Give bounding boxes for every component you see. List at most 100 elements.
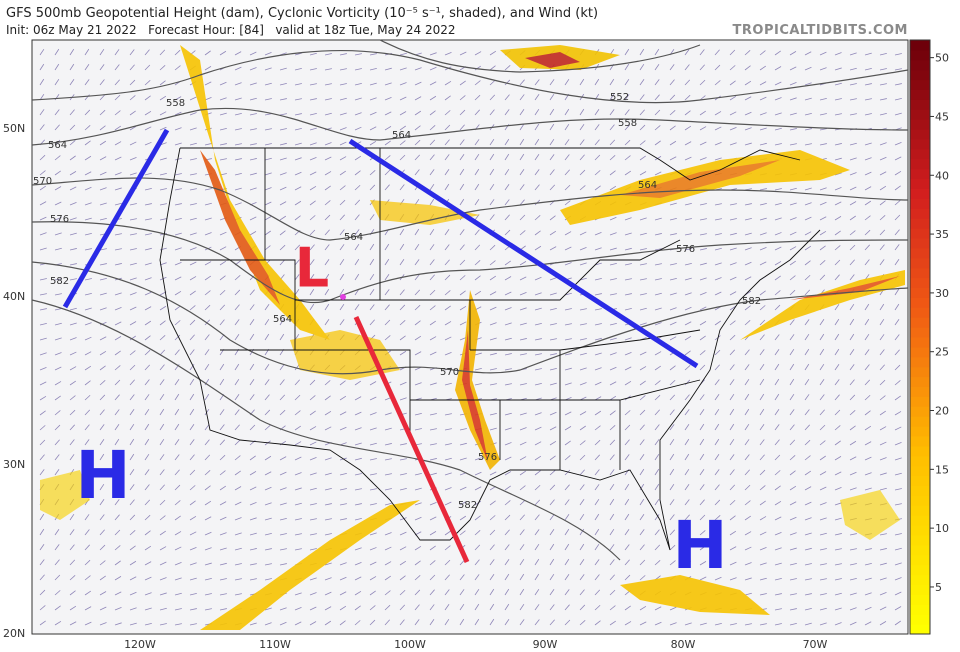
- wind-barb: [129, 453, 135, 461]
- wind-barb: [834, 394, 840, 401]
- wind-barb: [84, 453, 90, 461]
- wind-barb: [609, 469, 615, 476]
- wind-barb: [684, 350, 691, 356]
- wind-barb: [279, 67, 287, 71]
- wind-barb: [174, 592, 182, 596]
- wind-barb: [414, 320, 421, 326]
- wind-barb: [624, 293, 632, 296]
- wind-barb: [114, 379, 121, 386]
- wind-barb: [174, 188, 182, 191]
- wind-barb: [249, 289, 255, 296]
- wind-barb: [744, 393, 750, 401]
- wind-barb: [564, 469, 571, 476]
- wind-barb: [654, 307, 662, 311]
- wind-barb: [429, 81, 437, 86]
- wind-barb: [399, 82, 407, 86]
- wind-barb: [174, 218, 182, 221]
- wind-barb: [129, 560, 137, 566]
- wind-barb: [219, 319, 225, 326]
- lat-label: 40N: [3, 290, 25, 303]
- wind-barb: [879, 112, 887, 116]
- wind-barb: [759, 305, 766, 311]
- wind-barb: [759, 261, 767, 266]
- wind-barb: [864, 577, 872, 581]
- wind-barb: [864, 621, 872, 626]
- wind-barb: [474, 290, 482, 296]
- wind-barb: [774, 50, 781, 56]
- wind-barb: [579, 454, 586, 461]
- contour-label: 576: [50, 214, 69, 225]
- wind-barb: [84, 439, 90, 446]
- wind-barb: [84, 63, 90, 71]
- wind-barb: [579, 277, 587, 281]
- wind-barb: [819, 113, 827, 116]
- wind-barb: [129, 233, 137, 236]
- wind-barb: [219, 608, 227, 611]
- wind-barb: [339, 562, 347, 566]
- wind-barb: [279, 394, 286, 401]
- wind-barb: [354, 396, 362, 401]
- wind-barb: [819, 394, 825, 401]
- wind-barb: [624, 109, 630, 116]
- wind-barb: [804, 216, 812, 221]
- ridge-axis: [62, 128, 170, 309]
- wind-barb: [204, 96, 212, 101]
- wind-barb: [354, 488, 362, 491]
- colorbar-tick-label: 35: [935, 228, 949, 241]
- wind-barb: [309, 303, 315, 311]
- wind-barb: [564, 499, 570, 506]
- wind-barb: [894, 533, 902, 536]
- wind-barb: [429, 560, 436, 566]
- wind-barb: [204, 261, 212, 266]
- wind-barb: [39, 216, 47, 221]
- wind-barb: [309, 426, 317, 431]
- wind-barb: [99, 79, 105, 86]
- wind-barb: [414, 545, 422, 551]
- wind-barb: [144, 320, 152, 326]
- wind-barb: [609, 513, 615, 521]
- wind-barb: [39, 170, 46, 176]
- wind-barb: [159, 623, 167, 626]
- wind-barb: [369, 319, 375, 326]
- wind-barb: [774, 202, 782, 206]
- wind-barb: [894, 98, 902, 101]
- wind-barb: [489, 322, 497, 326]
- wind-barb: [129, 172, 137, 176]
- wind-barb: [804, 439, 811, 446]
- wind-barb: [444, 51, 452, 56]
- wind-barb: [354, 53, 362, 56]
- wind-barb: [99, 394, 106, 401]
- wind-barb: [789, 97, 797, 101]
- wind-barb: [609, 544, 615, 551]
- wind-barb: [339, 97, 347, 101]
- wind-barb: [159, 423, 165, 431]
- wind-barb: [339, 273, 345, 281]
- wind-barb: [684, 277, 692, 281]
- wind-barb: [279, 98, 287, 101]
- wind-barb: [84, 621, 92, 626]
- wind-barb: [684, 125, 692, 131]
- wind-barb: [579, 499, 585, 506]
- wind-barb: [489, 79, 496, 86]
- wind-barb: [654, 48, 660, 56]
- wind-barb: [129, 79, 136, 86]
- lon-label: 100W: [394, 638, 426, 651]
- wind-barb: [54, 63, 60, 71]
- wind-barb: [639, 322, 647, 326]
- wind-barb: [234, 319, 240, 326]
- wind-barb: [234, 128, 242, 131]
- colorbar-tick-label: 45: [935, 110, 949, 123]
- wind-barb: [774, 81, 782, 86]
- wind-barb: [669, 94, 676, 101]
- wind-barb: [804, 563, 812, 566]
- wind-barb: [399, 604, 406, 611]
- wind-barb: [789, 66, 797, 71]
- colorbar-step: [910, 475, 930, 486]
- wind-barb: [519, 573, 525, 581]
- colorbar-step: [910, 366, 930, 378]
- wind-barb: [144, 379, 150, 386]
- wind-barb: [189, 424, 195, 431]
- wind-barb: [579, 367, 587, 371]
- wind-barb: [129, 607, 137, 611]
- wind-barb: [864, 83, 872, 86]
